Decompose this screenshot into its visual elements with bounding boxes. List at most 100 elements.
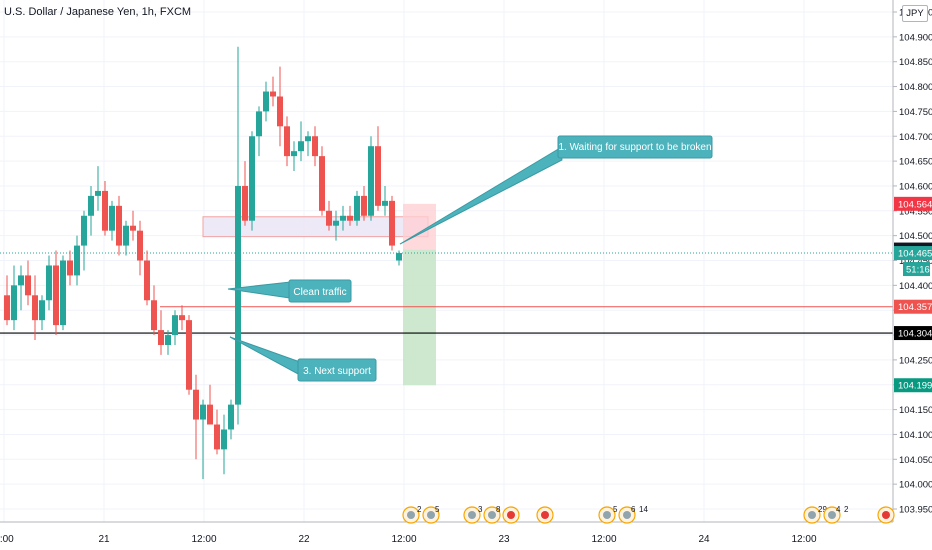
candle-body[interactable]	[172, 315, 178, 336]
callout-1-pointer	[399, 147, 563, 245]
candle-body[interactable]	[368, 146, 374, 216]
price-tick-label: 104.450	[899, 256, 932, 267]
candle-body[interactable]	[116, 205, 122, 246]
candle-body[interactable]	[326, 210, 332, 226]
tag-black-line-bg	[894, 326, 932, 341]
candle-body[interactable]	[151, 300, 157, 331]
candle-body[interactable]	[256, 111, 262, 137]
chart-drawings	[0, 203, 893, 386]
price-tick-label: 104.700	[899, 132, 932, 143]
candles	[4, 46, 402, 480]
candle-body[interactable]	[270, 91, 276, 97]
price-tick-label: 104.000	[899, 480, 932, 491]
candle-body[interactable]	[130, 225, 136, 231]
price-tick-label: 104.800	[899, 82, 932, 93]
candle-body[interactable]	[228, 404, 234, 430]
candle-body[interactable]	[382, 200, 388, 206]
event-count: 5	[613, 505, 618, 514]
event-dot-icon	[507, 511, 515, 519]
candle-body[interactable]	[389, 200, 395, 246]
time-axis: 2:00 21 12:00 22 12:00 23 12:00 24 12:00	[0, 521, 893, 545]
candle-body[interactable]	[277, 96, 283, 127]
candle-body[interactable]	[123, 225, 129, 246]
price-tick-label: 104.900	[899, 32, 932, 43]
callout-2-text: Clean traffic	[293, 287, 346, 298]
candle-body[interactable]	[95, 190, 101, 196]
time-tick-label: 2:00	[0, 534, 14, 545]
candle-body[interactable]	[193, 389, 199, 420]
price-tick-label: 104.100	[899, 430, 932, 441]
price-tick-label: 104.550	[899, 206, 932, 217]
candle-body[interactable]	[46, 265, 52, 301]
candle-body[interactable]	[67, 260, 73, 276]
candle-body[interactable]	[347, 215, 353, 221]
time-tick-label: 24	[698, 534, 710, 545]
candle-body[interactable]	[242, 185, 248, 221]
candle-body[interactable]	[18, 275, 24, 286]
candle-body[interactable]	[53, 265, 59, 326]
take-profit-zone[interactable]	[403, 249, 436, 386]
candle-body[interactable]	[312, 136, 318, 157]
candle-body[interactable]	[81, 215, 87, 246]
event-count: 5	[435, 505, 440, 514]
candle-body[interactable]	[158, 330, 164, 345]
callout-3-box[interactable]	[297, 358, 377, 382]
candle-body[interactable]	[39, 300, 45, 321]
event-dot-icon	[407, 511, 415, 519]
price-tick-label: 104.600	[899, 181, 932, 192]
currency-badge[interactable]: JPY	[902, 5, 928, 22]
countdown-label: 51:16	[906, 265, 930, 276]
candle-body[interactable]	[137, 230, 143, 261]
candle-body[interactable]	[284, 126, 290, 157]
candle-body[interactable]	[4, 295, 10, 321]
event-dot-icon	[541, 511, 549, 519]
event-count: 2	[844, 505, 849, 514]
candle-body[interactable]	[354, 195, 360, 221]
candle-body[interactable]	[235, 185, 241, 405]
candle-body[interactable]	[396, 253, 402, 261]
candle-body[interactable]	[375, 146, 381, 206]
candle-body[interactable]	[32, 295, 38, 321]
price-tick-label: 104.500	[899, 231, 932, 242]
event-count: 2	[417, 505, 422, 514]
candle-body[interactable]	[186, 320, 192, 390]
candle-body[interactable]	[25, 275, 31, 296]
callout-2-box[interactable]	[288, 279, 352, 303]
candle-body[interactable]	[179, 315, 185, 321]
symbol-title: U.S. Dollar / Japanese Yen, 1h, FXCM	[4, 6, 192, 18]
tag-red-line-bg	[894, 299, 932, 314]
candle-body[interactable]	[200, 404, 206, 420]
event-dot-icon	[468, 511, 476, 519]
candle-body[interactable]	[333, 220, 339, 226]
event-dot-icon	[623, 511, 631, 519]
candle-body[interactable]	[60, 260, 66, 326]
candle-body[interactable]	[249, 136, 255, 221]
tag-take-profit-bg	[894, 378, 932, 393]
candle-body[interactable]	[11, 285, 17, 321]
candle-body[interactable]	[319, 156, 325, 211]
candle-body[interactable]	[102, 190, 108, 231]
candle-body[interactable]	[298, 141, 304, 152]
candle-body[interactable]	[340, 215, 346, 221]
candle-body[interactable]	[109, 205, 115, 231]
callouts: 1. Waiting for support to be broken Clean…	[227, 135, 713, 382]
callout-1-text: 1. Waiting for support to be broken	[558, 142, 711, 153]
candle-body[interactable]	[74, 245, 80, 276]
candle-body[interactable]	[144, 260, 150, 301]
candle-body[interactable]	[291, 151, 297, 157]
tag-black-line: 104.304	[898, 329, 932, 340]
candle-body[interactable]	[361, 195, 367, 216]
event-dot-icon	[808, 511, 816, 519]
candle-body[interactable]	[263, 91, 269, 112]
candle-body[interactable]	[214, 424, 220, 450]
candle-body[interactable]	[221, 429, 227, 450]
callout-1-box[interactable]	[557, 135, 713, 159]
tag-target-high-bg	[894, 196, 932, 211]
candle-body[interactable]	[207, 404, 213, 425]
price-tick-label: 104.650	[899, 157, 932, 168]
time-tick-label: 22	[298, 534, 310, 545]
candle-body[interactable]	[88, 195, 94, 216]
candle-body[interactable]	[305, 136, 311, 142]
candle-body[interactable]	[165, 335, 171, 345]
